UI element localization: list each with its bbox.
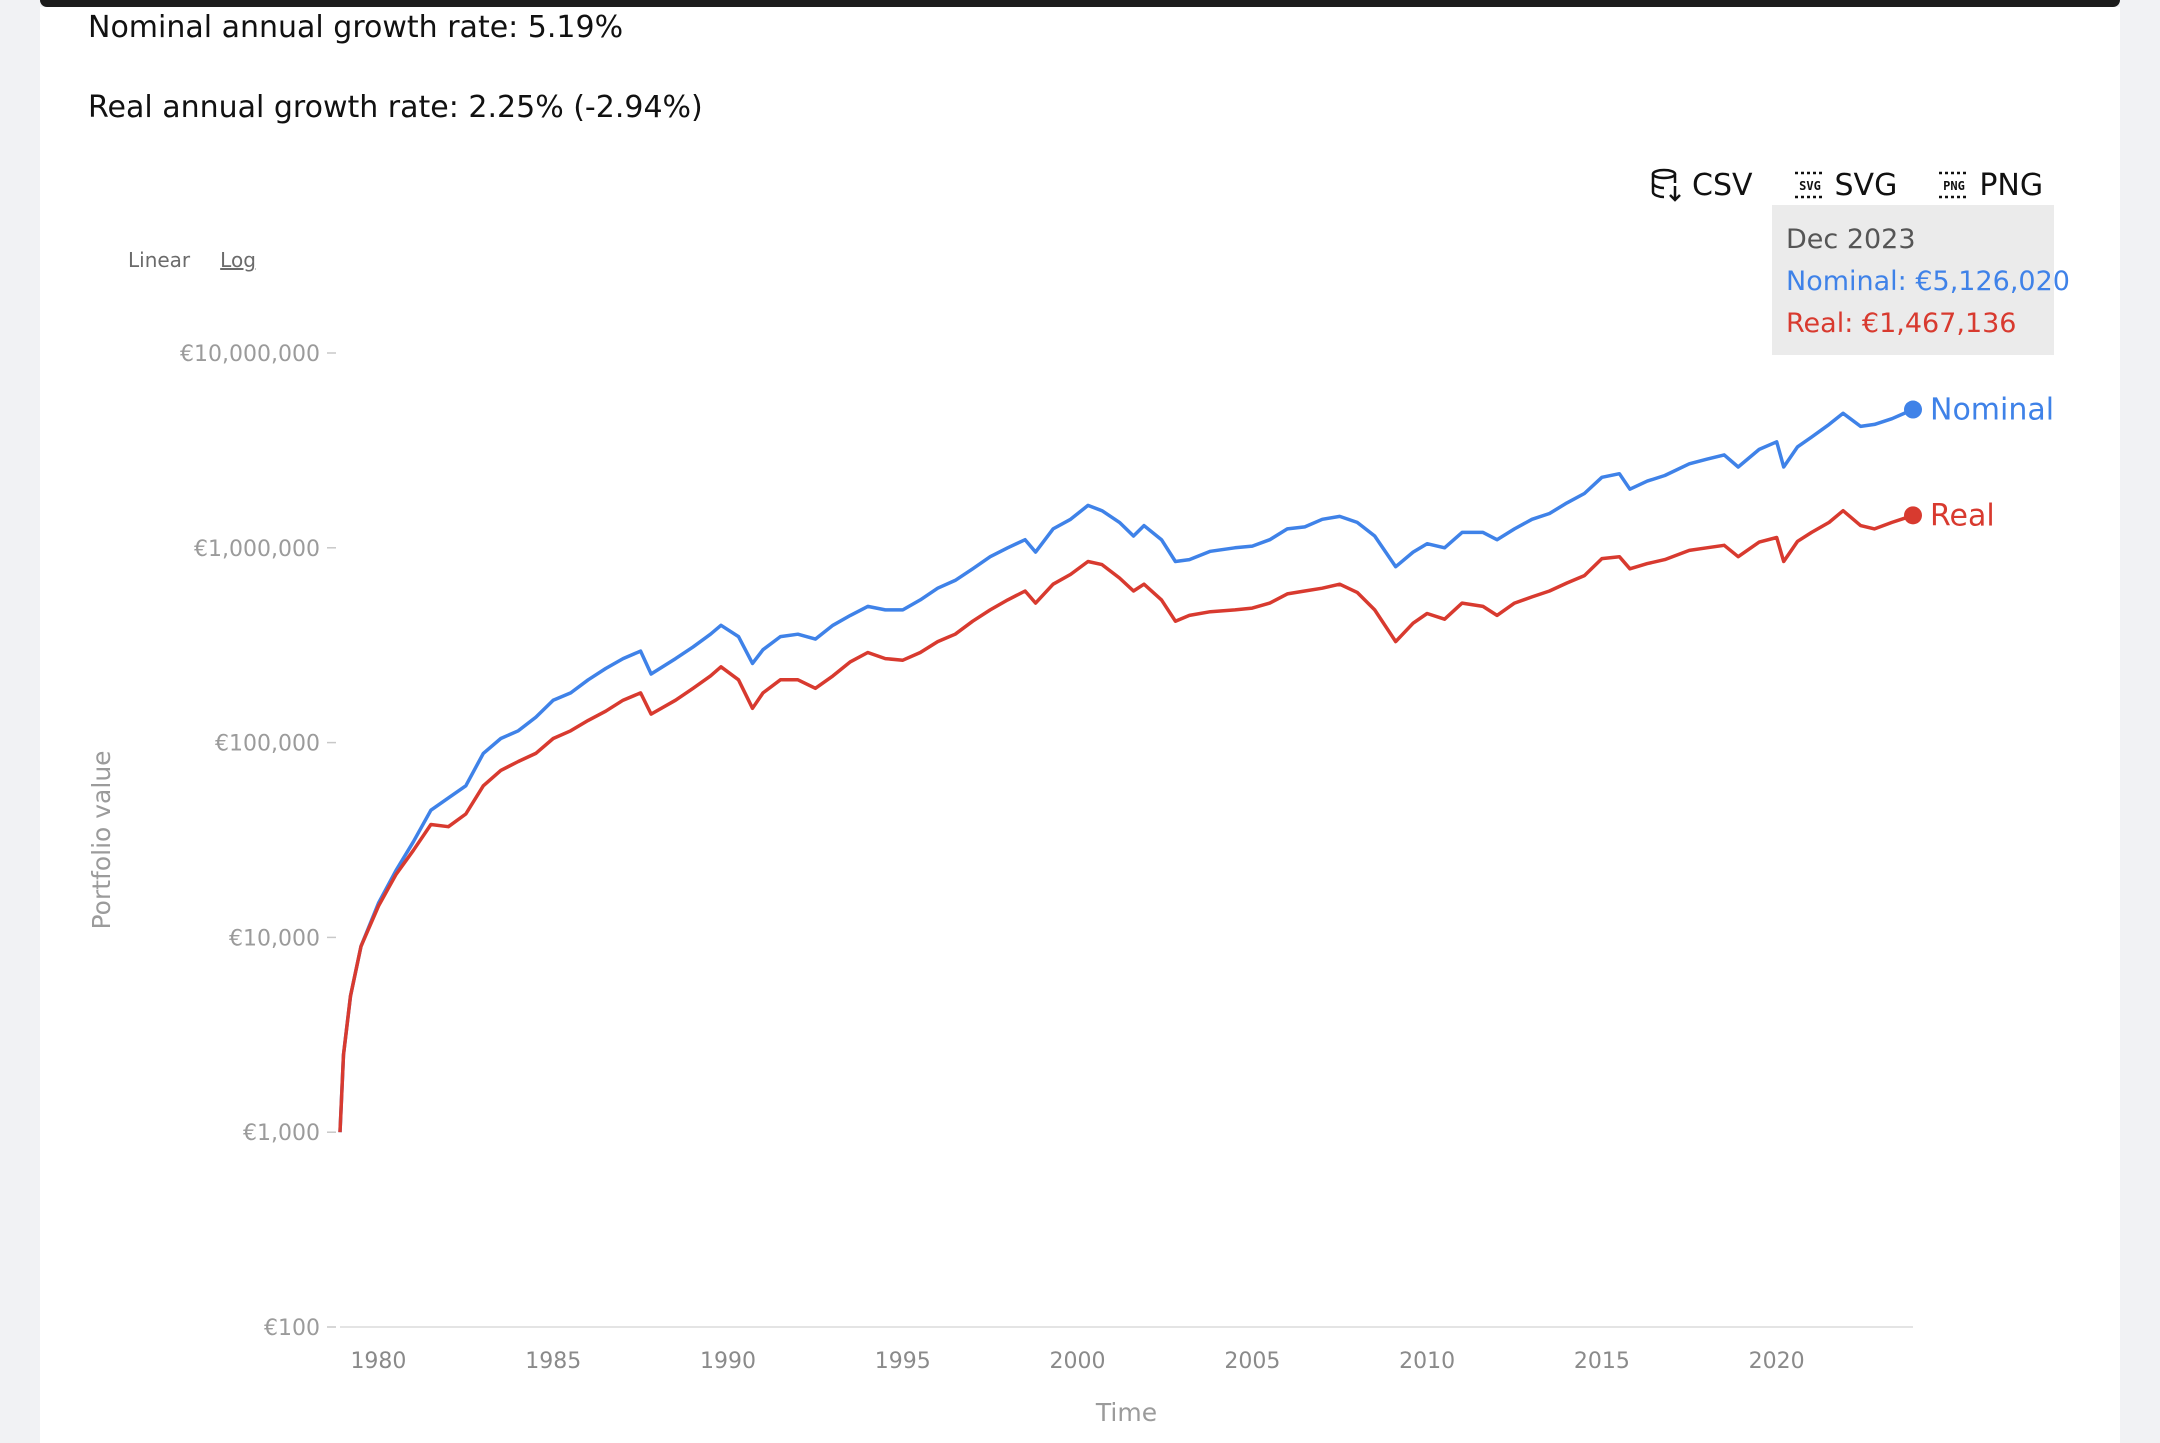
x-tick-label: 2010 (1399, 1349, 1455, 1374)
log-scale-option[interactable]: Log (220, 248, 256, 272)
real-growth-rate: Real annual growth rate: 2.25% (-2.94%) (88, 90, 703, 125)
end-point-real (1904, 506, 1922, 525)
y-tick-label: €100 (264, 1316, 320, 1341)
x-tick-label: 2015 (1574, 1349, 1630, 1374)
x-tick-label: 1995 (875, 1349, 931, 1374)
series-line-real (338, 508, 1914, 1133)
tooltip-nominal-value: Nominal: €5,126,020 (1786, 266, 2070, 297)
export-toolbar: CSV SVG SVG PNG PNG (1650, 167, 2043, 203)
series-line-nominal (338, 407, 1914, 1133)
y-tick-label: €1,000 (243, 1121, 320, 1146)
svg-file-icon: SVG (1793, 170, 1827, 200)
series-label-nominal: Nominal (1930, 393, 2054, 428)
x-axis-title: Time (1095, 1398, 1157, 1427)
series-lines: Nominal Real (338, 393, 2054, 1133)
y-tick-label: €1,000,000 (194, 537, 320, 562)
scale-toggle: Linear Log (128, 248, 256, 272)
x-tick-label: 2020 (1749, 1349, 1805, 1374)
export-csv-button[interactable]: CSV (1650, 167, 1753, 203)
window-top-bar (40, 0, 2120, 7)
x-tick-label: 1980 (350, 1349, 406, 1374)
y-axis: €100 €1,000 €10,000 €100,000 €1,000,000 €10,0… (180, 342, 336, 1341)
tooltip-date: Dec 2023 (1786, 224, 1916, 255)
x-tick-label: 2005 (1224, 1349, 1280, 1374)
series-label-real: Real (1930, 498, 1995, 533)
export-csv-label: CSV (1692, 167, 1753, 203)
y-tick-label: €10,000 (229, 926, 320, 951)
export-png-label: PNG (1979, 167, 2044, 203)
export-svg-label: SVG (1834, 167, 1898, 203)
svg-text:PNG: PNG (1943, 179, 1965, 193)
x-tick-label: 1990 (700, 1349, 756, 1374)
y-axis-title: Portfolio value (87, 750, 116, 929)
linear-scale-option[interactable]: Linear (128, 248, 191, 272)
end-point-nominal (1904, 400, 1922, 419)
tooltip-real-value: Real: €1,467,136 (1786, 308, 2017, 339)
y-tick-label: €10,000,000 (180, 342, 320, 367)
hover-tooltip: Dec 2023 Nominal: €5,126,020 Real: €1,46… (1772, 205, 2070, 355)
export-png-button[interactable]: PNG PNG (1937, 168, 2043, 203)
export-svg-button[interactable]: SVG SVG (1793, 167, 1898, 203)
x-tick-label: 2000 (1050, 1349, 1106, 1374)
database-download-icon (1650, 167, 1684, 203)
x-axis: 1980 1985 1990 1995 2000 2005 2010 2015 2020 (340, 1326, 1913, 1374)
png-file-icon: PNG (1937, 170, 1971, 200)
nominal-growth-rate: Nominal annual growth rate: 5.19% (88, 10, 624, 45)
y-tick-label: €100,000 (215, 732, 320, 757)
x-tick-label: 1985 (525, 1349, 581, 1374)
svg-text:SVG: SVG (1799, 179, 1821, 193)
